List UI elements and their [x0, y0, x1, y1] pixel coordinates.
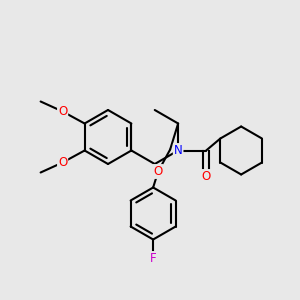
Text: O: O	[202, 170, 211, 183]
Text: O: O	[58, 156, 67, 169]
Text: F: F	[150, 252, 157, 265]
Text: N: N	[174, 144, 182, 157]
Text: O: O	[58, 105, 67, 118]
Text: O: O	[154, 165, 163, 178]
